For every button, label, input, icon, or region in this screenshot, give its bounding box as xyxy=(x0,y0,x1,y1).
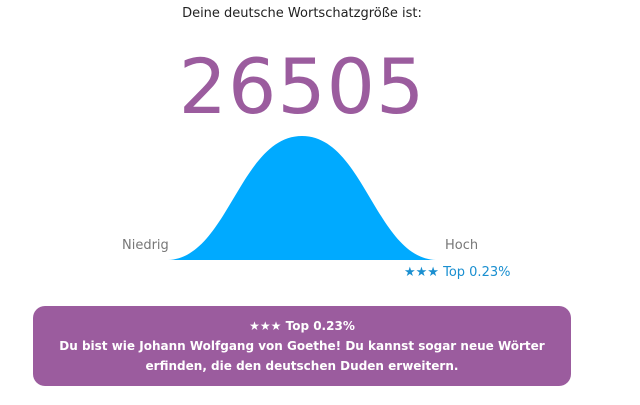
rank-badge: ★★★ Top 0.23% xyxy=(404,265,511,280)
result-title: ★★★ Top 0.23% xyxy=(249,319,355,333)
distribution-curve xyxy=(168,136,436,260)
bell-curve-icon xyxy=(168,136,436,260)
scale-high-label: Hoch xyxy=(445,238,479,253)
intro-text: Deine deutsche Wortschatzgröße ist: xyxy=(182,6,422,21)
scale-low-label: Niedrig xyxy=(122,238,169,253)
result-description-line-2: erfinden, die den deutschen Duden erweit… xyxy=(145,359,459,373)
vocabulary-score: 26505 xyxy=(178,42,426,131)
result-panel: ★★★ Top 0.23% Du bist wie Johann Wolfgan… xyxy=(33,306,571,386)
result-description-line-1: Du bist wie Johann Wolfgang von Goethe! … xyxy=(59,339,545,353)
